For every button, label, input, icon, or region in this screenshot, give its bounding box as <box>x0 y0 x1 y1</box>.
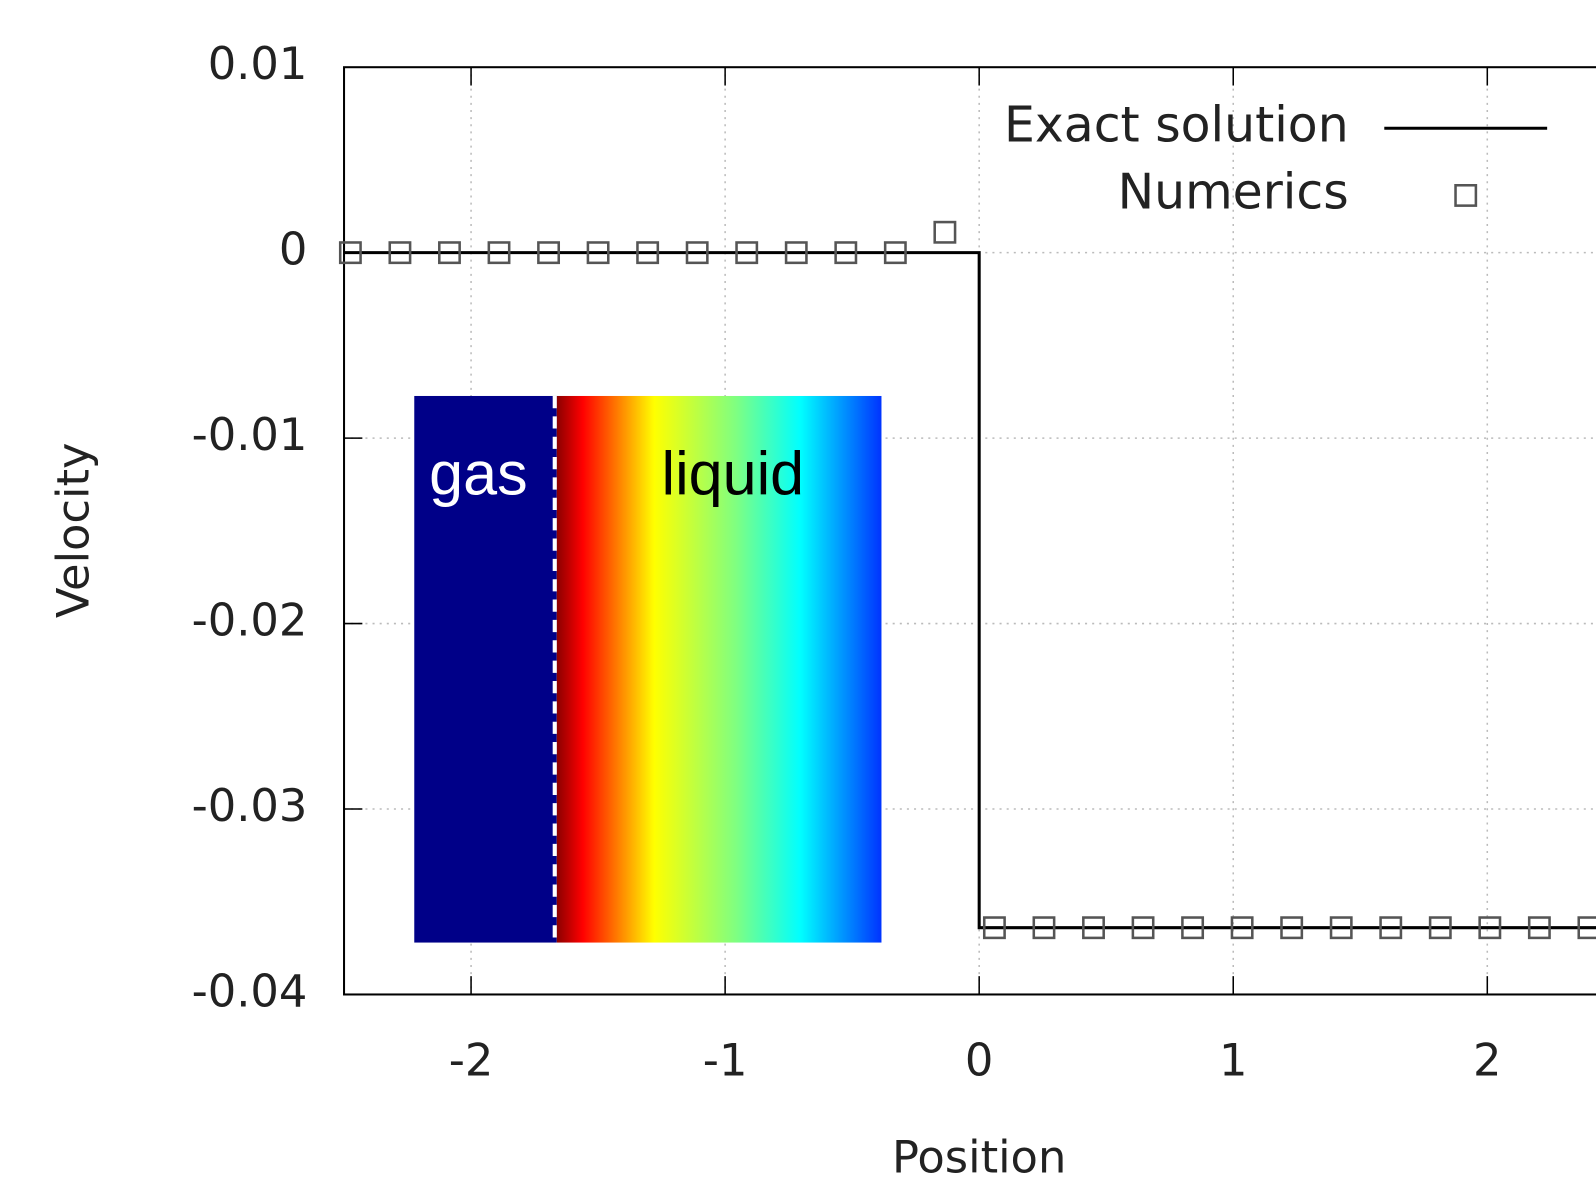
marker <box>636 241 660 265</box>
x-tick-label: -2 <box>449 1034 494 1087</box>
line <box>344 251 1596 930</box>
marker <box>1428 916 1452 940</box>
marker <box>685 241 709 265</box>
x-tick-label: 0 <box>965 1034 993 1087</box>
marker <box>1478 916 1502 940</box>
inset-illustration: gas liquid <box>414 395 882 943</box>
marker <box>586 241 610 265</box>
annotation: gas <box>429 440 527 508</box>
marker <box>982 916 1006 940</box>
y-tick-label: -0.02 <box>192 594 308 647</box>
marker <box>834 241 858 265</box>
marker <box>1527 916 1551 940</box>
y-tick-label: -0.01 <box>192 408 308 461</box>
y-tick-label: -0.04 <box>192 964 308 1017</box>
marker <box>1181 916 1205 940</box>
x-axis-label: Position <box>892 1130 1066 1183</box>
marker <box>1082 916 1105 940</box>
marker <box>1329 916 1353 940</box>
x-tick-label: 1 <box>1219 1034 1247 1087</box>
marker <box>388 241 412 265</box>
marker <box>537 241 561 265</box>
marker <box>1230 916 1254 940</box>
legend-label: Numerics <box>1118 163 1349 220</box>
marker <box>338 241 362 265</box>
y-tick-label: -0.03 <box>192 779 308 832</box>
marker <box>735 241 759 265</box>
marker <box>1131 916 1155 940</box>
liquid-region <box>556 395 882 943</box>
gas-region <box>414 395 557 943</box>
x-tick-label: -1 <box>703 1034 748 1087</box>
marker <box>1280 916 1304 940</box>
marker <box>487 241 511 265</box>
marker <box>784 241 808 265</box>
y-axis-label: Velocity <box>46 443 99 619</box>
marker <box>883 241 907 265</box>
plot-frame <box>343 66 1596 996</box>
legend-marker <box>1454 184 1478 207</box>
annotation: liquid <box>662 440 805 508</box>
legend-label: Exact solution <box>1004 96 1349 153</box>
y-tick-label: 0 <box>279 223 307 276</box>
y-tick-label: 0.01 <box>208 37 308 90</box>
marker <box>1577 916 1596 940</box>
marker <box>1379 916 1403 940</box>
marker <box>438 241 461 265</box>
marker <box>1032 916 1056 940</box>
x-tick-label: 2 <box>1473 1034 1501 1087</box>
marker <box>933 220 957 244</box>
